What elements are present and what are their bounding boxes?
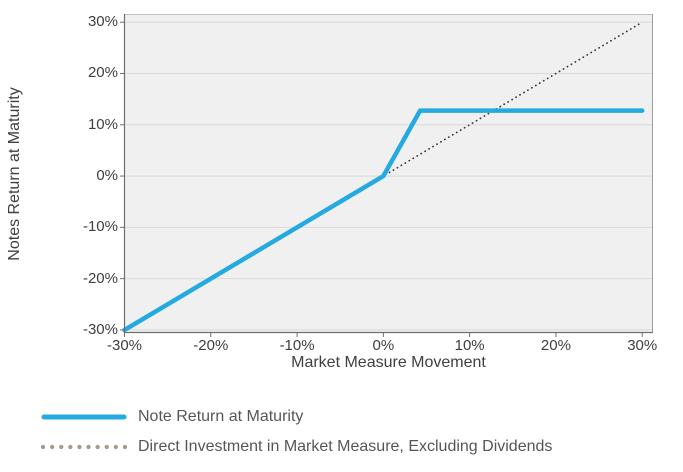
dotted-line-swatch bbox=[40, 444, 128, 450]
x-tick-label: -30% bbox=[107, 337, 143, 354]
x-tick-label: 30% bbox=[627, 337, 658, 354]
x-tick-label: -10% bbox=[279, 337, 315, 354]
x-tick-label: 0% bbox=[372, 337, 395, 354]
plot-canvas bbox=[120, 14, 653, 337]
note-return-line bbox=[122, 108, 645, 333]
legend-label-direct-investment: Direct Investment in Market Measure, Exc… bbox=[138, 438, 553, 455]
x-tick-label: 10% bbox=[454, 337, 485, 354]
legend-item-note-return: Note Return at Maturity bbox=[40, 406, 303, 428]
x-tick-label: 20% bbox=[540, 337, 571, 354]
legend-item-direct-investment: Direct Investment in Market Measure, Exc… bbox=[40, 436, 552, 458]
x-tick-label: -20% bbox=[193, 337, 229, 354]
plot-area bbox=[120, 14, 653, 337]
y-axis-title: Notes Return at Maturity bbox=[6, 87, 23, 261]
x-axis-title: Market Measure Movement bbox=[291, 354, 486, 371]
solid-line-swatch bbox=[41, 414, 127, 420]
legend-label-note-return: Note Return at Maturity bbox=[138, 408, 304, 425]
